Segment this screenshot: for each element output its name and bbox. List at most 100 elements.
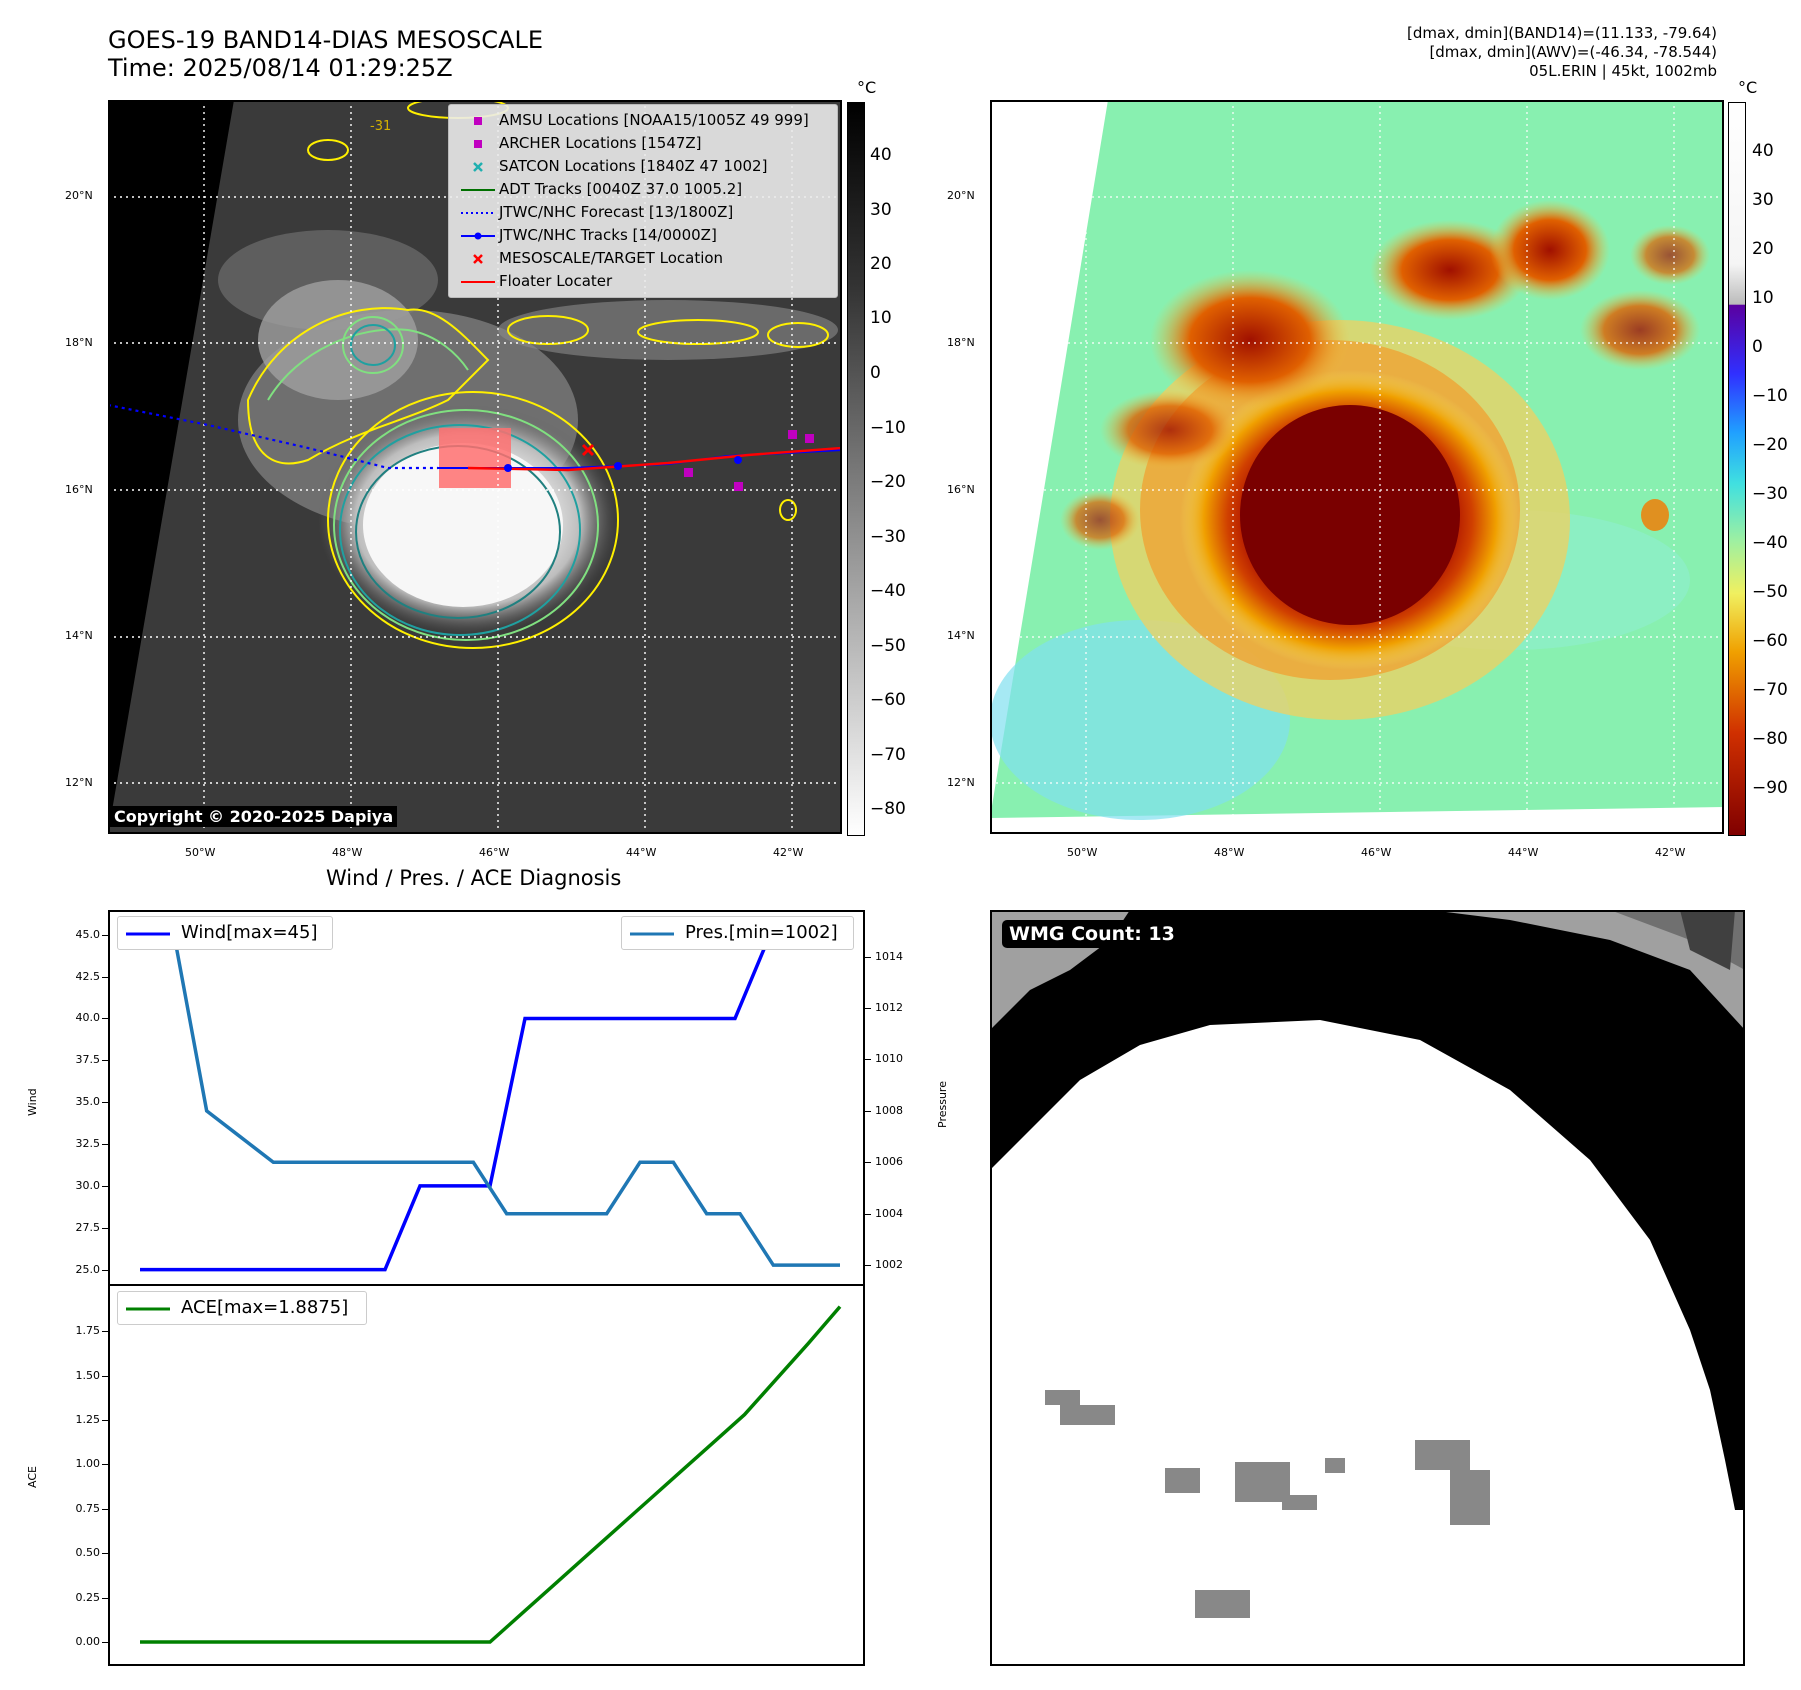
wind-tick: 37.5 [75, 1053, 101, 1067]
wind-axis-label: Wind [26, 1088, 39, 1116]
amsu-location [684, 468, 693, 477]
pressure-axis-label: Pressure [936, 1081, 949, 1128]
awv-cb-tick: −80 [1752, 729, 1788, 749]
awv-cb-tick: −50 [1752, 582, 1788, 602]
ir-colorbar [847, 102, 865, 836]
ace-legend: ACE[max=1.8875] [117, 1291, 367, 1325]
ir-cb-tick: −10 [870, 418, 906, 438]
wmg-black-band [990, 910, 1745, 1510]
wmg-gray-patch [1165, 1468, 1200, 1493]
ace-tick-mark [102, 1464, 108, 1466]
awv-cb-tick: 40 [1752, 141, 1774, 161]
pressure-tick: 1008 [875, 1103, 903, 1117]
amsu-location [805, 434, 814, 443]
ace-tick: 1.75 [75, 1324, 101, 1338]
wind-tick: 45.0 [75, 927, 101, 941]
wind-tick: 30.0 [75, 1178, 101, 1192]
wind-tick-mark [102, 1018, 108, 1020]
ir-cb-tick: −80 [870, 799, 906, 819]
floater-track [467, 446, 842, 472]
lon-label: 50°W [1067, 846, 1098, 859]
ir-cb-tick: 0 [870, 363, 881, 383]
wind-tick-mark [102, 934, 108, 936]
wmg-gray-patch [1282, 1495, 1317, 1510]
ir-cb-tick: −20 [870, 472, 906, 492]
wind-tick-mark [102, 1102, 108, 1104]
awv-cb-tick: −30 [1752, 484, 1788, 504]
wmg-gray-patch [1060, 1405, 1115, 1425]
lat-label: 20°N [947, 189, 975, 202]
ace-tick: 1.50 [75, 1368, 101, 1382]
pressure-series-line [140, 929, 840, 1267]
lat-label: 16°N [65, 483, 93, 496]
ir-cb-tick: 20 [870, 254, 892, 274]
pressure-tick: 1012 [875, 1001, 903, 1014]
ace-tick: 1.25 [75, 1412, 101, 1426]
wind-tick: 25.0 [75, 1262, 101, 1276]
lat-label: 18°N [947, 336, 975, 349]
pressure-tick-mark [865, 1110, 871, 1112]
ir-cb-tick: 40 [870, 145, 892, 165]
ir-cb-tick: 30 [870, 200, 892, 220]
lon-label: 44°W [1508, 846, 1539, 859]
lat-label: 14°N [65, 629, 93, 642]
ace-tick-mark [102, 1642, 108, 1643]
wind-tick: 42.5 [75, 969, 101, 983]
wmg-panel [990, 910, 1745, 1666]
amsu-location [788, 430, 797, 439]
lon-label: 50°W [185, 846, 216, 859]
diagnosis-title: Wind / Pres. / ACE Diagnosis [326, 866, 622, 890]
awv-cb-tick: 30 [1752, 190, 1774, 210]
lon-label: 44°W [626, 846, 657, 859]
wind-tick-mark [102, 1185, 108, 1187]
legend-item-floater: Floater Locater [461, 272, 613, 290]
ace-tick: 0.25 [75, 1590, 101, 1604]
lon-label: 42°W [1655, 846, 1686, 859]
wind-tick: 35.0 [75, 1095, 101, 1109]
pressure-tick-mark [865, 1213, 871, 1215]
ir-map-frame [108, 100, 842, 834]
lon-label: 48°W [332, 846, 363, 859]
nhc-track-point [614, 462, 622, 470]
awv-cb-tick: 0 [1752, 337, 1763, 357]
pressure-tick: 1004 [875, 1206, 903, 1220]
archer-location [734, 482, 743, 491]
awv-cb-tick: 10 [1752, 288, 1774, 308]
pressure-legend: Pres.[min=1002] [621, 916, 854, 950]
awv-cb-tick: −10 [1752, 386, 1788, 406]
ir-cb-tick: −70 [870, 745, 906, 765]
awv-map-frame [990, 100, 1724, 834]
wind-tick: 32.5 [75, 1137, 101, 1151]
legend-item-nhc-tracks: JTWC/NHC Tracks [14/0000Z] [449, 226, 837, 246]
legend-item-target: MESOSCALE/TARGET Location [449, 249, 837, 269]
lat-label: 16°N [947, 483, 975, 496]
lat-label: 20°N [65, 189, 93, 202]
wmg-gray-patch [1450, 1470, 1490, 1525]
wmg-count-label: WMG Count: 13 [1002, 920, 1182, 948]
target-box [439, 428, 511, 488]
ir-cb-tick: −30 [870, 527, 906, 547]
awv-map-panel [990, 100, 1724, 834]
pressure-tick: 1002 [875, 1258, 903, 1272]
lat-label: 18°N [65, 336, 93, 349]
awv-cb-tick: −60 [1752, 631, 1788, 651]
ir-cb-tick: −60 [870, 690, 906, 710]
wind-tick-mark [102, 1144, 108, 1146]
legend-item-archer: ARCHER Locations [1547Z] [449, 134, 837, 154]
pressure-tick: 1010 [875, 1052, 903, 1066]
ace-tick-mark [102, 1331, 108, 1333]
title-line-1: GOES-19 BAND14-DIAS MESOSCALE [108, 26, 544, 54]
nhc-track-point [734, 456, 742, 464]
wind-pressure-chart [108, 910, 865, 1286]
awv-graticule [990, 100, 1724, 834]
lon-label: 46°W [1361, 846, 1392, 859]
ace-tick-mark [102, 1597, 108, 1599]
target-x-marker [581, 443, 595, 457]
pressure-tick-mark [865, 1059, 871, 1061]
ace-tick-mark [102, 1553, 108, 1555]
wind-tick: 27.5 [75, 1220, 101, 1234]
wmg-gray-patch [1195, 1590, 1250, 1618]
awv-range: [dmax, dmin](AWV)=(-46.34, -78.544) [1429, 43, 1717, 61]
awv-colorbar-unit: °C [1738, 78, 1758, 97]
lat-label: 12°N [65, 776, 93, 789]
